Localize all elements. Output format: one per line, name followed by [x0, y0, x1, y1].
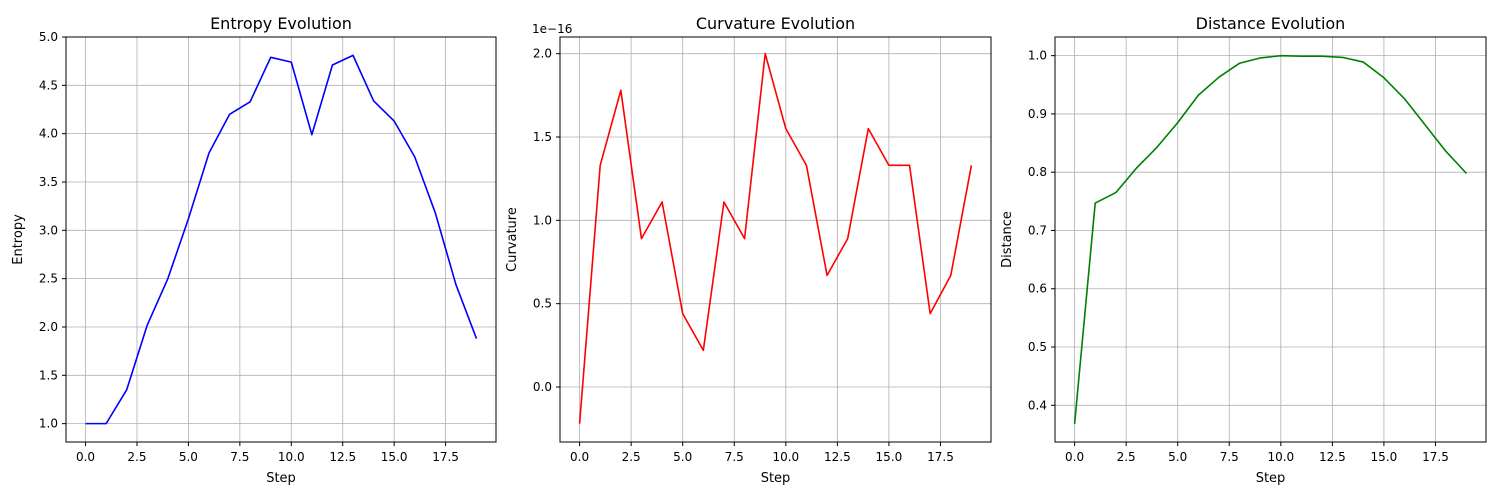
x-tick-label: 15.0 — [381, 450, 408, 464]
x-tick-label: 17.5 — [1422, 450, 1449, 464]
y-axis-label: Curvature — [505, 207, 520, 272]
plot-frame — [65, 36, 497, 443]
y-tick-label: 0.8 — [1028, 165, 1047, 179]
x-tick-label: 10.0 — [1267, 450, 1294, 464]
y-tick-label: 4.5 — [39, 78, 58, 92]
chart-title: Entropy Evolution — [210, 14, 352, 33]
x-tick-label: 5.0 — [179, 450, 198, 464]
x-tick-label: 5.0 — [673, 450, 692, 464]
x-tick-label: 12.5 — [329, 450, 356, 464]
x-tick-label: 7.5 — [1220, 450, 1239, 464]
x-tick-label: 0.0 — [1065, 450, 1084, 464]
series-line — [578, 52, 973, 424]
y-tick-label: 1.0 — [533, 213, 552, 227]
y-tick-label: 0.7 — [1028, 223, 1047, 237]
y-tick-label: 0.5 — [1028, 340, 1047, 354]
chart-panel-1: 0.0 2.5 5.0 7.5 10.0 12.5 15.0 17.5 1.0 1.5 2.0 2.5… — [11, 14, 497, 486]
x-tick-label: 10.0 — [772, 450, 799, 464]
y-axis-label: Entropy — [11, 214, 26, 265]
y-tick-label: 1.0 — [1028, 49, 1047, 63]
x-tick-label: 12.5 — [1319, 450, 1346, 464]
plot-frame — [1054, 36, 1487, 443]
plot-frame — [559, 36, 992, 443]
chart-title: Curvature Evolution — [696, 14, 855, 33]
y-axis-label: Distance — [1000, 211, 1015, 268]
y-tick-label: 3.0 — [39, 223, 58, 237]
y-tick-label: 1.0 — [39, 417, 58, 431]
x-tick-label: 0.0 — [76, 450, 95, 464]
y-tick-label: 1.5 — [39, 368, 58, 382]
series-line — [85, 54, 478, 425]
y-tick-label: 0.9 — [1028, 107, 1047, 121]
x-tick-label: 2.5 — [622, 450, 641, 464]
x-tick-label: 0.0 — [570, 450, 589, 464]
y-tick-label: 0.6 — [1028, 282, 1047, 296]
x-tick-label: 15.0 — [876, 450, 903, 464]
x-tick-label: 7.5 — [725, 450, 744, 464]
x-axis-label: Step — [266, 471, 296, 486]
y-tick-label: 2.0 — [533, 47, 552, 61]
y-tick-label: 1.5 — [533, 130, 552, 144]
y-tick-label: 4.0 — [39, 127, 58, 141]
x-tick-label: 7.5 — [230, 450, 249, 464]
x-tick-label: 5.0 — [1168, 450, 1187, 464]
x-tick-label: 2.5 — [127, 450, 146, 464]
y-tick-label: 2.0 — [39, 320, 58, 334]
y-tick-label: 5.0 — [39, 30, 58, 44]
series-line — [1073, 54, 1467, 425]
y-tick-label: 0.0 — [533, 380, 552, 394]
y-tick-label: 0.5 — [533, 297, 552, 311]
y-offset-label: 1e−16 — [532, 22, 572, 36]
x-tick-label: 12.5 — [824, 450, 851, 464]
x-tick-label: 15.0 — [1371, 450, 1398, 464]
x-tick-label: 17.5 — [432, 450, 459, 464]
x-tick-label: 2.5 — [1117, 450, 1136, 464]
x-tick-label: 10.0 — [278, 450, 305, 464]
y-tick-label: 2.5 — [39, 272, 58, 286]
x-axis-label: Step — [1256, 471, 1286, 486]
y-tick-label: 0.4 — [1028, 398, 1047, 412]
y-tick-label: 3.5 — [39, 175, 58, 189]
chart-panel-2: 0.0 2.5 5.0 7.5 10.0 12.5 15.0 17.5 0.0 0.5 1.0 1.5… — [505, 14, 992, 486]
x-tick-label: 17.5 — [927, 450, 954, 464]
x-axis-label: Step — [761, 471, 791, 486]
chart-panel-3: 0.0 2.5 5.0 7.5 10.0 12.5 15.0 17.5 0.4 0.5 0.6 0.7… — [1000, 14, 1487, 486]
chart-title: Distance Evolution — [1196, 14, 1346, 33]
